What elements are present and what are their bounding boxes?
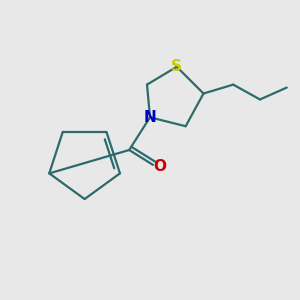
Text: O: O (153, 159, 166, 174)
Text: N: N (144, 110, 156, 125)
Text: S: S (171, 59, 182, 74)
